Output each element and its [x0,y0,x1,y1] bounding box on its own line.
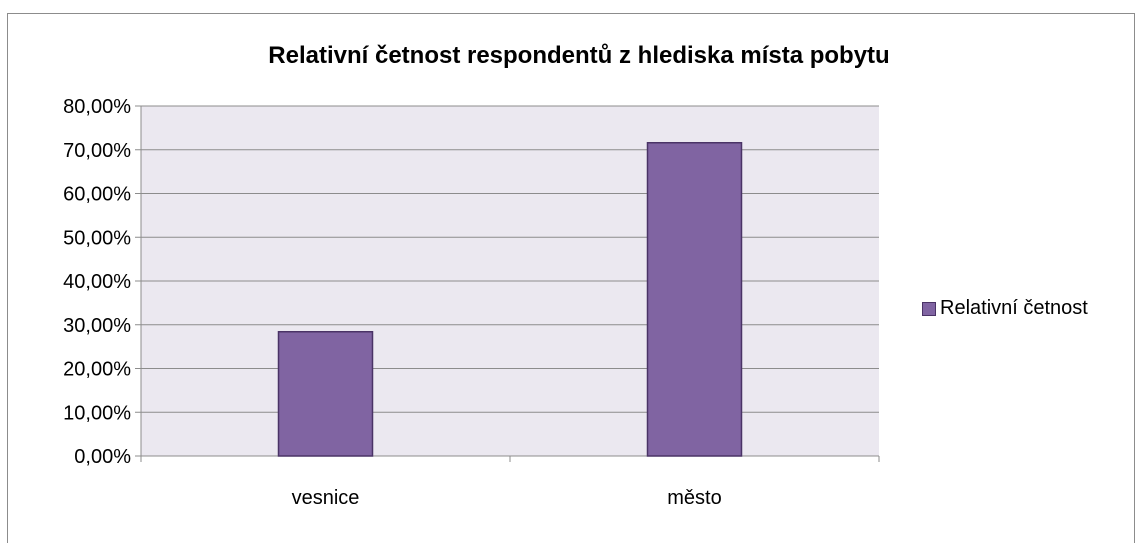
y-tick-label: 20,00% [63,359,131,381]
chart-title: Relativní četnost respondentů z hlediska… [268,42,890,69]
y-tick-label: 0,00% [74,446,131,468]
bar [646,142,743,457]
y-tick-label: 40,00% [63,271,131,293]
bar [277,331,374,457]
chart-frame [7,13,1135,543]
x-tick-label: vesnice [292,487,360,509]
x-tick-label: město [667,487,721,509]
y-tick-label: 60,00% [63,184,131,206]
y-tick-label: 70,00% [63,140,131,162]
y-tick-label: 80,00% [63,96,131,118]
y-tick-label: 30,00% [63,315,131,337]
legend-swatch [922,302,936,316]
y-tick-label: 10,00% [63,402,131,424]
y-tick-label: 50,00% [63,227,131,249]
legend-label: Relativní četnost [940,297,1088,319]
